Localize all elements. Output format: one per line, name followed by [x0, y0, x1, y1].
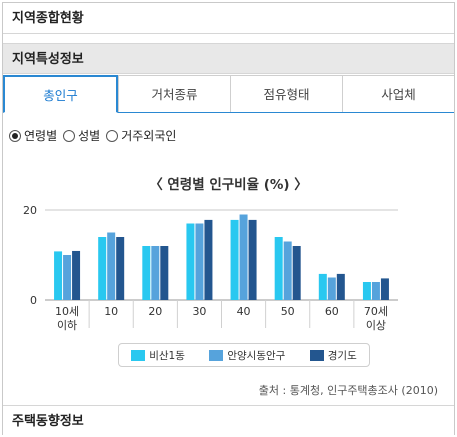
legend-swatch: [209, 349, 224, 361]
legend-label: 경기도: [327, 349, 357, 362]
section-title: 지역특성정보: [3, 43, 454, 74]
bar: [230, 219, 239, 300]
x-tick-label: 20: [148, 305, 162, 318]
x-tick-label: 50: [281, 305, 295, 318]
chart-legend: 비산1동 안양시동안구 경기도: [118, 343, 370, 367]
bar: [195, 223, 204, 300]
data-source: 출처 : 통계청, 인구주택총조사 (2010): [258, 384, 438, 397]
radio-foreigner[interactable]: 거주외국인: [106, 127, 176, 144]
radio-selected-icon[interactable]: [9, 129, 21, 142]
radio-gender-label: 성별: [78, 129, 101, 143]
radio-age[interactable]: 연령별: [9, 127, 57, 144]
bar: [327, 277, 336, 300]
bar: [151, 246, 160, 300]
bar: [142, 246, 151, 300]
bar: [98, 237, 107, 300]
radio-gender[interactable]: 성별: [63, 127, 100, 144]
legend-item: 경기도: [309, 348, 357, 363]
bar: [336, 273, 345, 300]
x-tick-label: 30: [192, 305, 206, 318]
bar: [239, 214, 248, 300]
x-tick-label: 60: [325, 305, 339, 318]
panel-title: 지역종합현황: [3, 3, 454, 34]
tab-total-population[interactable]: 총인구: [3, 75, 118, 113]
legend-swatch: [131, 349, 146, 361]
legend-item: 안양시동안구: [209, 348, 285, 363]
radio-group: 연령별 성별 거주외국인: [9, 127, 176, 144]
legend-swatch: [309, 349, 324, 361]
radio-icon[interactable]: [106, 129, 119, 142]
x-tick-label: 이하: [57, 318, 77, 332]
x-tick-label: 70세: [364, 305, 388, 318]
bar: [204, 219, 213, 300]
x-tick-label: 이상: [366, 319, 386, 332]
bar: [318, 273, 327, 300]
x-tick-label: 10: [104, 305, 118, 318]
bar: [292, 246, 301, 300]
y-tick-label: 0: [30, 294, 37, 307]
legend-item: 비산1동: [131, 348, 185, 363]
radio-age-label: 연령별: [24, 129, 58, 143]
bar: [362, 282, 371, 300]
radio-icon[interactable]: [63, 129, 76, 142]
tab-business[interactable]: 사업체: [342, 75, 454, 112]
housing-trend-title: 주택동향정보: [3, 405, 454, 436]
bar: [116, 237, 125, 300]
bar: [186, 223, 195, 300]
radio-foreigner-label: 거주외국인: [121, 129, 177, 143]
bar: [63, 255, 72, 300]
bar: [274, 237, 283, 300]
tab-occupancy-type[interactable]: 점유형태: [230, 75, 342, 112]
bar: [283, 241, 292, 300]
tab-housing-type[interactable]: 거처종류: [118, 75, 230, 112]
bar: [107, 232, 116, 300]
tab-bar: 총인구 거처종류 점유형태 사업체: [3, 75, 454, 113]
y-tick-label: 20: [23, 204, 37, 217]
x-tick-label: 10세: [55, 305, 79, 318]
bar: [54, 251, 63, 300]
bar: [371, 282, 380, 300]
legend-label: 비산1동: [149, 349, 185, 362]
bar: [72, 250, 81, 300]
legend-label: 안양시동안구: [227, 349, 286, 362]
bar: [248, 219, 257, 300]
chart-title: 〈 연령별 인구비율 (%) 〉: [149, 177, 308, 193]
x-tick-label: 40: [237, 305, 251, 318]
bar: [160, 246, 169, 300]
bar: [380, 278, 389, 300]
